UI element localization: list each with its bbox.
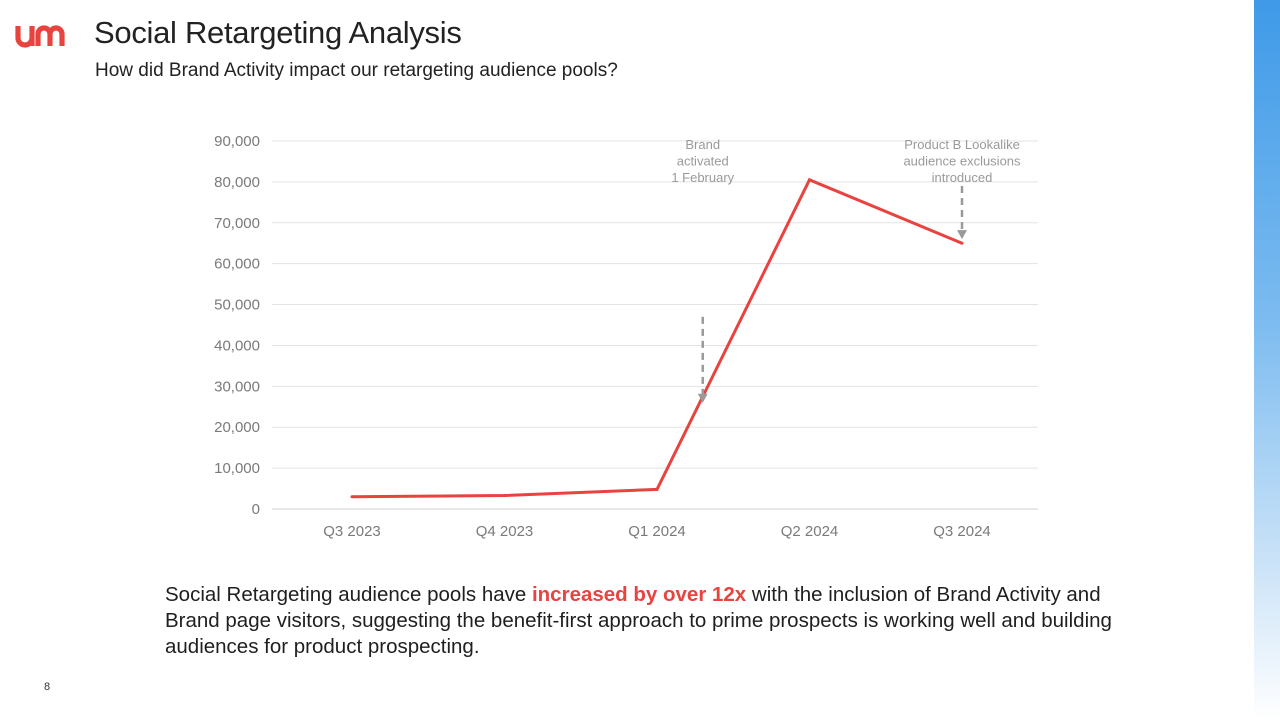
annotation-text: introduced	[932, 170, 993, 185]
data-point	[503, 494, 506, 498]
annotation-text: Brand	[685, 137, 720, 152]
x-tick-label: Q2 2024	[781, 523, 839, 540]
summary-text: Social Retargeting audience pools have i…	[165, 582, 1125, 660]
x-tick-label: Q3 2024	[933, 523, 991, 540]
page-title: Social Retargeting Analysis	[94, 15, 462, 50]
edge-gradient-decoration	[1254, 0, 1280, 720]
page-number: 8	[44, 681, 51, 693]
series-line	[351, 177, 963, 499]
data-point	[350, 495, 354, 499]
data-point	[655, 487, 659, 491]
annotation-text: 1 February	[671, 170, 734, 185]
summary-text-after: with the inclusion of Brand Activity and…	[165, 583, 1112, 658]
x-tick-label: Q1 2024	[628, 523, 686, 540]
annotation-arrowhead	[957, 230, 967, 240]
y-tick-label: 40,000	[214, 337, 260, 354]
annotation-text: activated	[677, 154, 729, 169]
um-logo	[15, 25, 65, 48]
annotation-text: Product B Lookalike	[904, 137, 1020, 152]
y-tick-label: 70,000	[214, 215, 260, 232]
y-tick-label: 20,000	[214, 419, 260, 436]
x-tick-label: Q3 2023	[323, 523, 381, 540]
summary-highlight: increased by over 12x	[531, 583, 747, 606]
y-tick-label: 0	[252, 501, 260, 518]
annotation-arrowhead	[697, 393, 708, 403]
x-tick-label: Q4 2023	[476, 523, 534, 540]
data-point	[808, 178, 811, 182]
annotation-text: audience exclusions	[903, 154, 1021, 169]
y-tick-label: 10,000	[214, 460, 260, 477]
summary-text-before: Social Retargeting audience pools have	[165, 583, 532, 606]
y-tick-label: 90,000	[214, 133, 260, 150]
y-tick-label: 30,000	[214, 378, 260, 395]
y-tick-label: 80,000	[214, 174, 260, 191]
y-tick-label: 50,000	[214, 297, 260, 314]
data-point	[960, 241, 964, 245]
page-subtitle: How did Brand Activity impact our retarg…	[95, 60, 618, 81]
y-tick-label: 60,000	[214, 256, 260, 273]
